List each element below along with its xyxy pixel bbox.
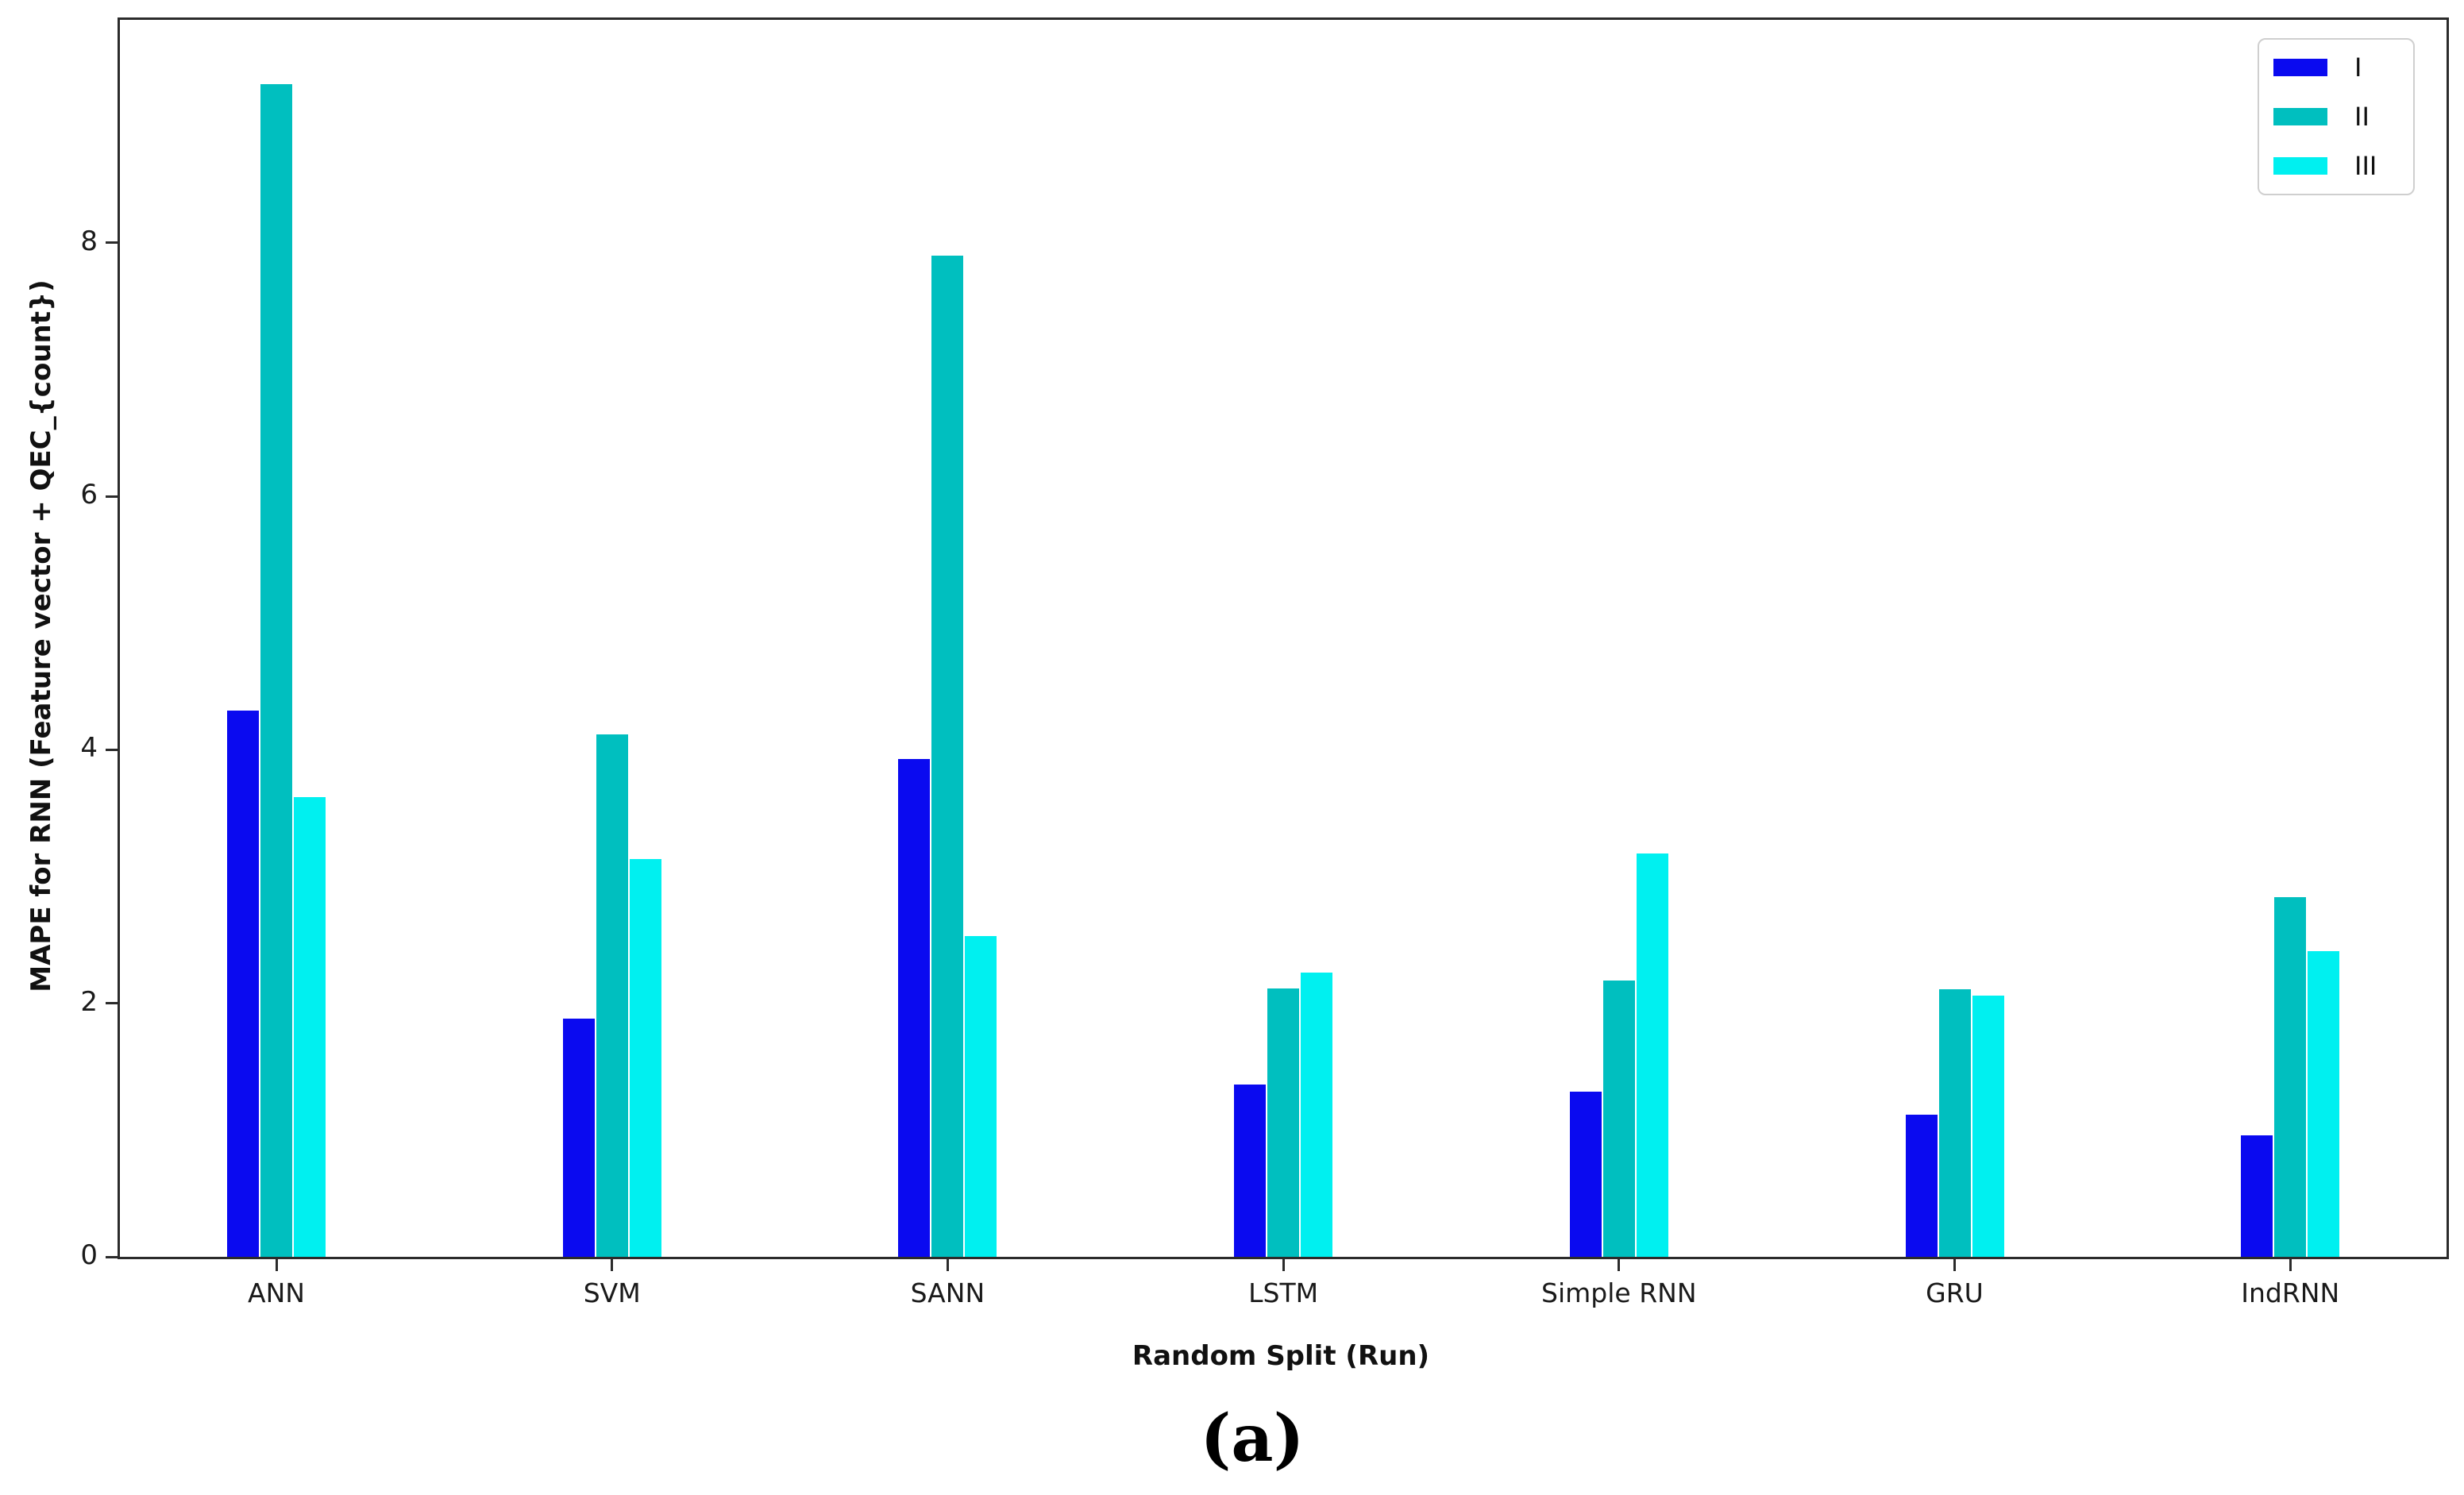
- x-tick-label-gru: GRU: [1926, 1277, 1984, 1308]
- bar-iii-sann: [965, 936, 997, 1257]
- legend-label-ii: II: [2354, 102, 2370, 132]
- bar-ii-indrnn: [2274, 896, 2307, 1257]
- y-tick-label-2: 2: [80, 985, 98, 1018]
- y-tick-mark-8: [106, 241, 118, 245]
- legend-swatch-ii: [2273, 108, 2327, 125]
- bar-iii-simple-rnn: [1636, 853, 1668, 1257]
- bar-i-gru: [1905, 1115, 1938, 1257]
- bar-i-simple-rnn: [1569, 1092, 1602, 1257]
- bar-ii-svm: [596, 734, 628, 1257]
- bar-i-sann: [898, 758, 931, 1257]
- legend-label-i: I: [2354, 52, 2362, 83]
- bar-ii-ann: [260, 84, 292, 1257]
- x-tick-label-ann: ANN: [248, 1277, 305, 1308]
- y-tick-mark-0: [106, 1255, 118, 1258]
- bar-i-svm: [562, 1018, 595, 1257]
- x-tick-label-sann: SANN: [910, 1277, 985, 1308]
- y-tick-mark-2: [106, 1002, 118, 1005]
- bar-ii-simple-rnn: [1602, 981, 1635, 1257]
- x-tick-mark-svm: [611, 1259, 614, 1271]
- bar-ii-lstm: [1267, 988, 1300, 1257]
- y-axis-label: MAPE for RNN (Feature vector + QEC_{coun…: [25, 279, 57, 992]
- legend: I II III: [2258, 38, 2415, 195]
- x-tick-mark-simple-rnn: [1618, 1259, 1621, 1271]
- legend-row-iii: III: [2273, 151, 2394, 181]
- bar-i-indrnn: [2241, 1135, 2273, 1257]
- y-tick-label-8: 8: [80, 225, 98, 257]
- bar-i-ann: [227, 711, 259, 1257]
- bar-i-lstm: [1234, 1084, 1267, 1257]
- bar-iii-svm: [629, 858, 661, 1257]
- x-tick-label-simple-rnn: Simple RNN: [1541, 1277, 1697, 1308]
- x-tick-mark-lstm: [1282, 1259, 1285, 1271]
- x-tick-mark-sann: [946, 1259, 949, 1271]
- x-tick-label-svm: SVM: [583, 1277, 641, 1308]
- legend-swatch-i: [2273, 59, 2327, 76]
- x-tick-label-indrnn: IndRNN: [2241, 1277, 2340, 1308]
- y-tick-mark-4: [106, 748, 118, 751]
- legend-row-i: I: [2273, 52, 2394, 83]
- bar-iii-gru: [1972, 996, 2004, 1257]
- subfigure-caption: (a): [1200, 1401, 1305, 1477]
- legend-label-iii: III: [2354, 151, 2377, 181]
- bar-iii-ann: [294, 796, 326, 1257]
- y-tick-mark-6: [106, 495, 118, 498]
- bar-iii-indrnn: [2308, 951, 2340, 1257]
- x-tick-mark-indrnn: [2289, 1259, 2292, 1271]
- y-tick-label-4: 4: [80, 732, 98, 765]
- legend-swatch-iii: [2273, 157, 2327, 175]
- y-tick-label-6: 6: [80, 479, 98, 511]
- x-tick-label-lstm: LSTM: [1248, 1277, 1319, 1308]
- bar-ii-gru: [1938, 989, 1971, 1257]
- bar-iii-lstm: [1301, 973, 1333, 1257]
- x-tick-mark-ann: [275, 1259, 278, 1271]
- x-axis-label: Random Split (Run): [1132, 1340, 1430, 1372]
- y-tick-label-0: 0: [80, 1239, 98, 1271]
- bar-ii-sann: [931, 255, 964, 1257]
- x-tick-mark-gru: [1953, 1259, 1956, 1271]
- legend-row-ii: II: [2273, 102, 2394, 132]
